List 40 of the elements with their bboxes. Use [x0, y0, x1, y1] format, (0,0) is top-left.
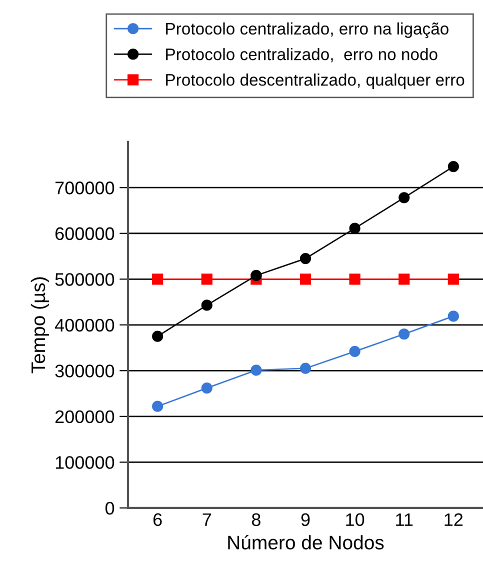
x-tick-label: 12	[444, 513, 463, 526]
legend-label: Protocolo centralizado, erro no nodo	[166, 48, 438, 62]
point	[349, 274, 360, 285]
point	[250, 270, 262, 282]
point	[152, 330, 164, 342]
point	[398, 274, 410, 285]
x-tick-label: 6	[153, 513, 162, 526]
y-tick-label: 100000	[56, 456, 114, 469]
point	[349, 346, 360, 357]
point	[152, 274, 164, 285]
point	[349, 222, 360, 234]
y-tick-label: 500000	[55, 273, 114, 286]
x-axis-title: Número de Nodos	[228, 534, 384, 550]
y-axis-title: Tempo (µs)	[30, 277, 49, 374]
x-tick-label: 8	[252, 513, 260, 526]
y-tick-label: 200000	[55, 410, 114, 424]
point	[300, 274, 312, 285]
legend-label: Protocolo centralizado, erro na ligação	[166, 22, 448, 38]
point	[201, 382, 212, 394]
y-tick-label: 600000	[55, 227, 114, 240]
y-tick-label: 400000	[54, 318, 114, 332]
point	[448, 274, 459, 285]
point	[300, 362, 312, 374]
x-tick-label: 7	[202, 513, 211, 526]
y-tick-label: 300000	[55, 364, 114, 378]
legend-label: Protocolo descentralizado, qualquer erro	[166, 74, 464, 90]
point	[300, 252, 312, 264]
point	[152, 400, 164, 412]
x-tick-label: 11	[396, 513, 413, 526]
x-tick-label: 10	[346, 513, 364, 526]
point	[448, 310, 459, 322]
point	[398, 328, 410, 340]
x-tick-label: 9	[301, 513, 310, 526]
y-tick-label: 0	[105, 502, 114, 515]
point	[201, 300, 212, 311]
point	[398, 192, 410, 204]
y-tick-label: 700000	[55, 182, 114, 194]
point	[250, 364, 262, 376]
point	[448, 161, 459, 172]
point	[201, 274, 212, 285]
